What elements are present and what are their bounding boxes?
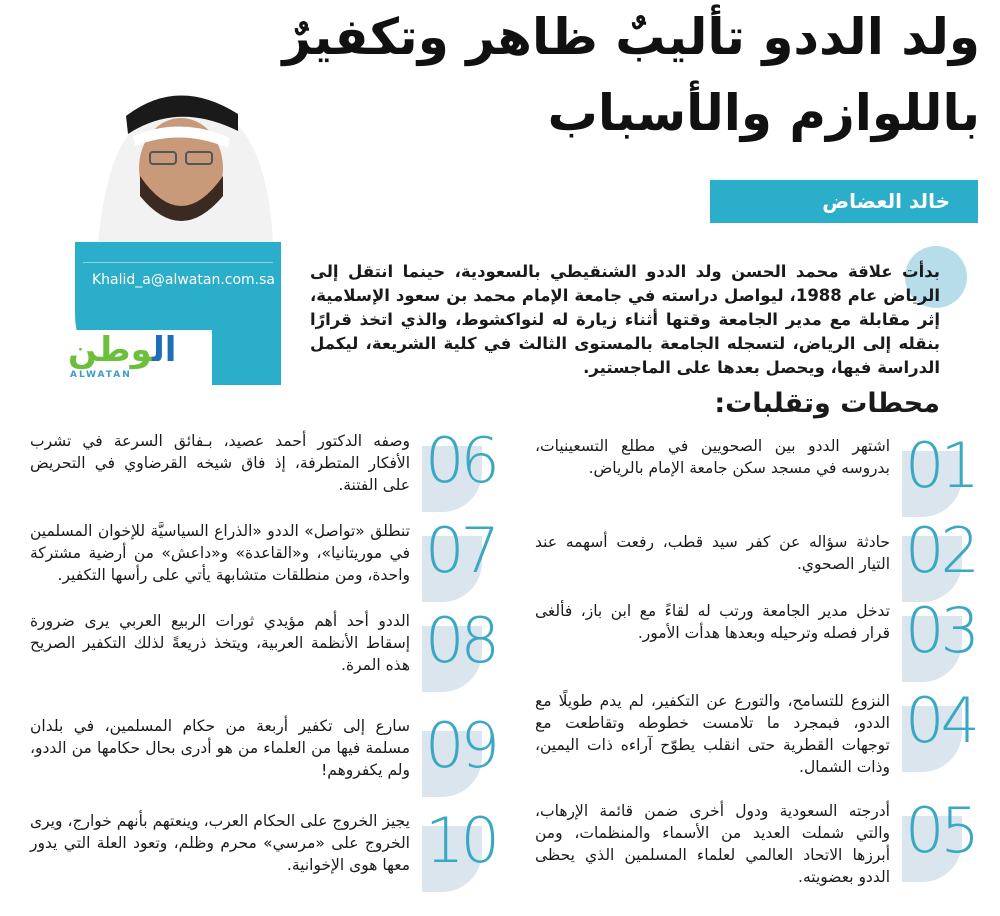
item-number: 01 bbox=[905, 429, 980, 502]
item-text: يجيز الخروج على الحكام العرب، وينعتهم بأ… bbox=[30, 812, 410, 874]
item-text: حادثة سؤاله عن كفر سيد قطب، رفعت أسهمه ع… bbox=[535, 533, 890, 573]
item-text: الددو أحد أهم مؤيدي ثورات الربيع العربي … bbox=[30, 612, 410, 674]
intro-paragraph: بدأت علاقة محمد الحسن ولد الددو الشنقيطي… bbox=[310, 262, 940, 377]
alwatan-logo: الوطن ALWATAN bbox=[62, 330, 212, 386]
item-number: 10 bbox=[425, 804, 500, 877]
author-name-bar: خالد العضاض bbox=[710, 180, 978, 223]
item-text: النزوع للتسامح، والتورع عن التكفير، لم ي… bbox=[535, 692, 890, 776]
item-text: أدرجته السعودية ودول أخرى ضمن قائمة الإر… bbox=[535, 802, 890, 886]
author-email[interactable]: Khalid_a@alwatan.com.sa bbox=[92, 272, 275, 288]
item-text: اشتهر الددو بين الصحويين في مطلع التسعين… bbox=[535, 437, 890, 477]
item-number: 02 bbox=[905, 514, 980, 587]
item-number: 05 bbox=[905, 794, 980, 867]
logo-english: ALWATAN bbox=[70, 370, 132, 380]
decorative-circle bbox=[905, 246, 967, 308]
item-number: 04 bbox=[905, 684, 980, 757]
divider bbox=[83, 262, 273, 263]
section-title: محطات وتقلبات: bbox=[714, 388, 940, 419]
item-number: 06 bbox=[425, 424, 500, 497]
item-text: تنطلق «تواصل» الددو «الذراع السياسيَّة ل… bbox=[30, 522, 410, 584]
item-number: 07 bbox=[425, 514, 500, 587]
item-text: وصفه الدكتور أحمد عصيد، بـفائق السرعة في… bbox=[30, 432, 410, 494]
headline-line-1: ولد الددو تأليبٌ ظاهر وتكفيرٌ bbox=[282, 8, 981, 66]
headline-line-2: باللوازم والأسباب bbox=[547, 84, 981, 142]
author-photo bbox=[78, 86, 280, 242]
logo-text-al: ال bbox=[151, 330, 177, 370]
item-text: تدخل مدير الجامعة ورتب له لقاءً مع ابن ب… bbox=[535, 602, 890, 642]
item-number: 03 bbox=[905, 594, 980, 667]
item-text: سارع إلى تكفير أربعة من حكام المسلمين، ف… bbox=[30, 717, 410, 779]
item-number: 08 bbox=[425, 604, 500, 677]
item-number: 09 bbox=[425, 709, 500, 782]
logo-text-watan: وطن bbox=[68, 330, 152, 370]
